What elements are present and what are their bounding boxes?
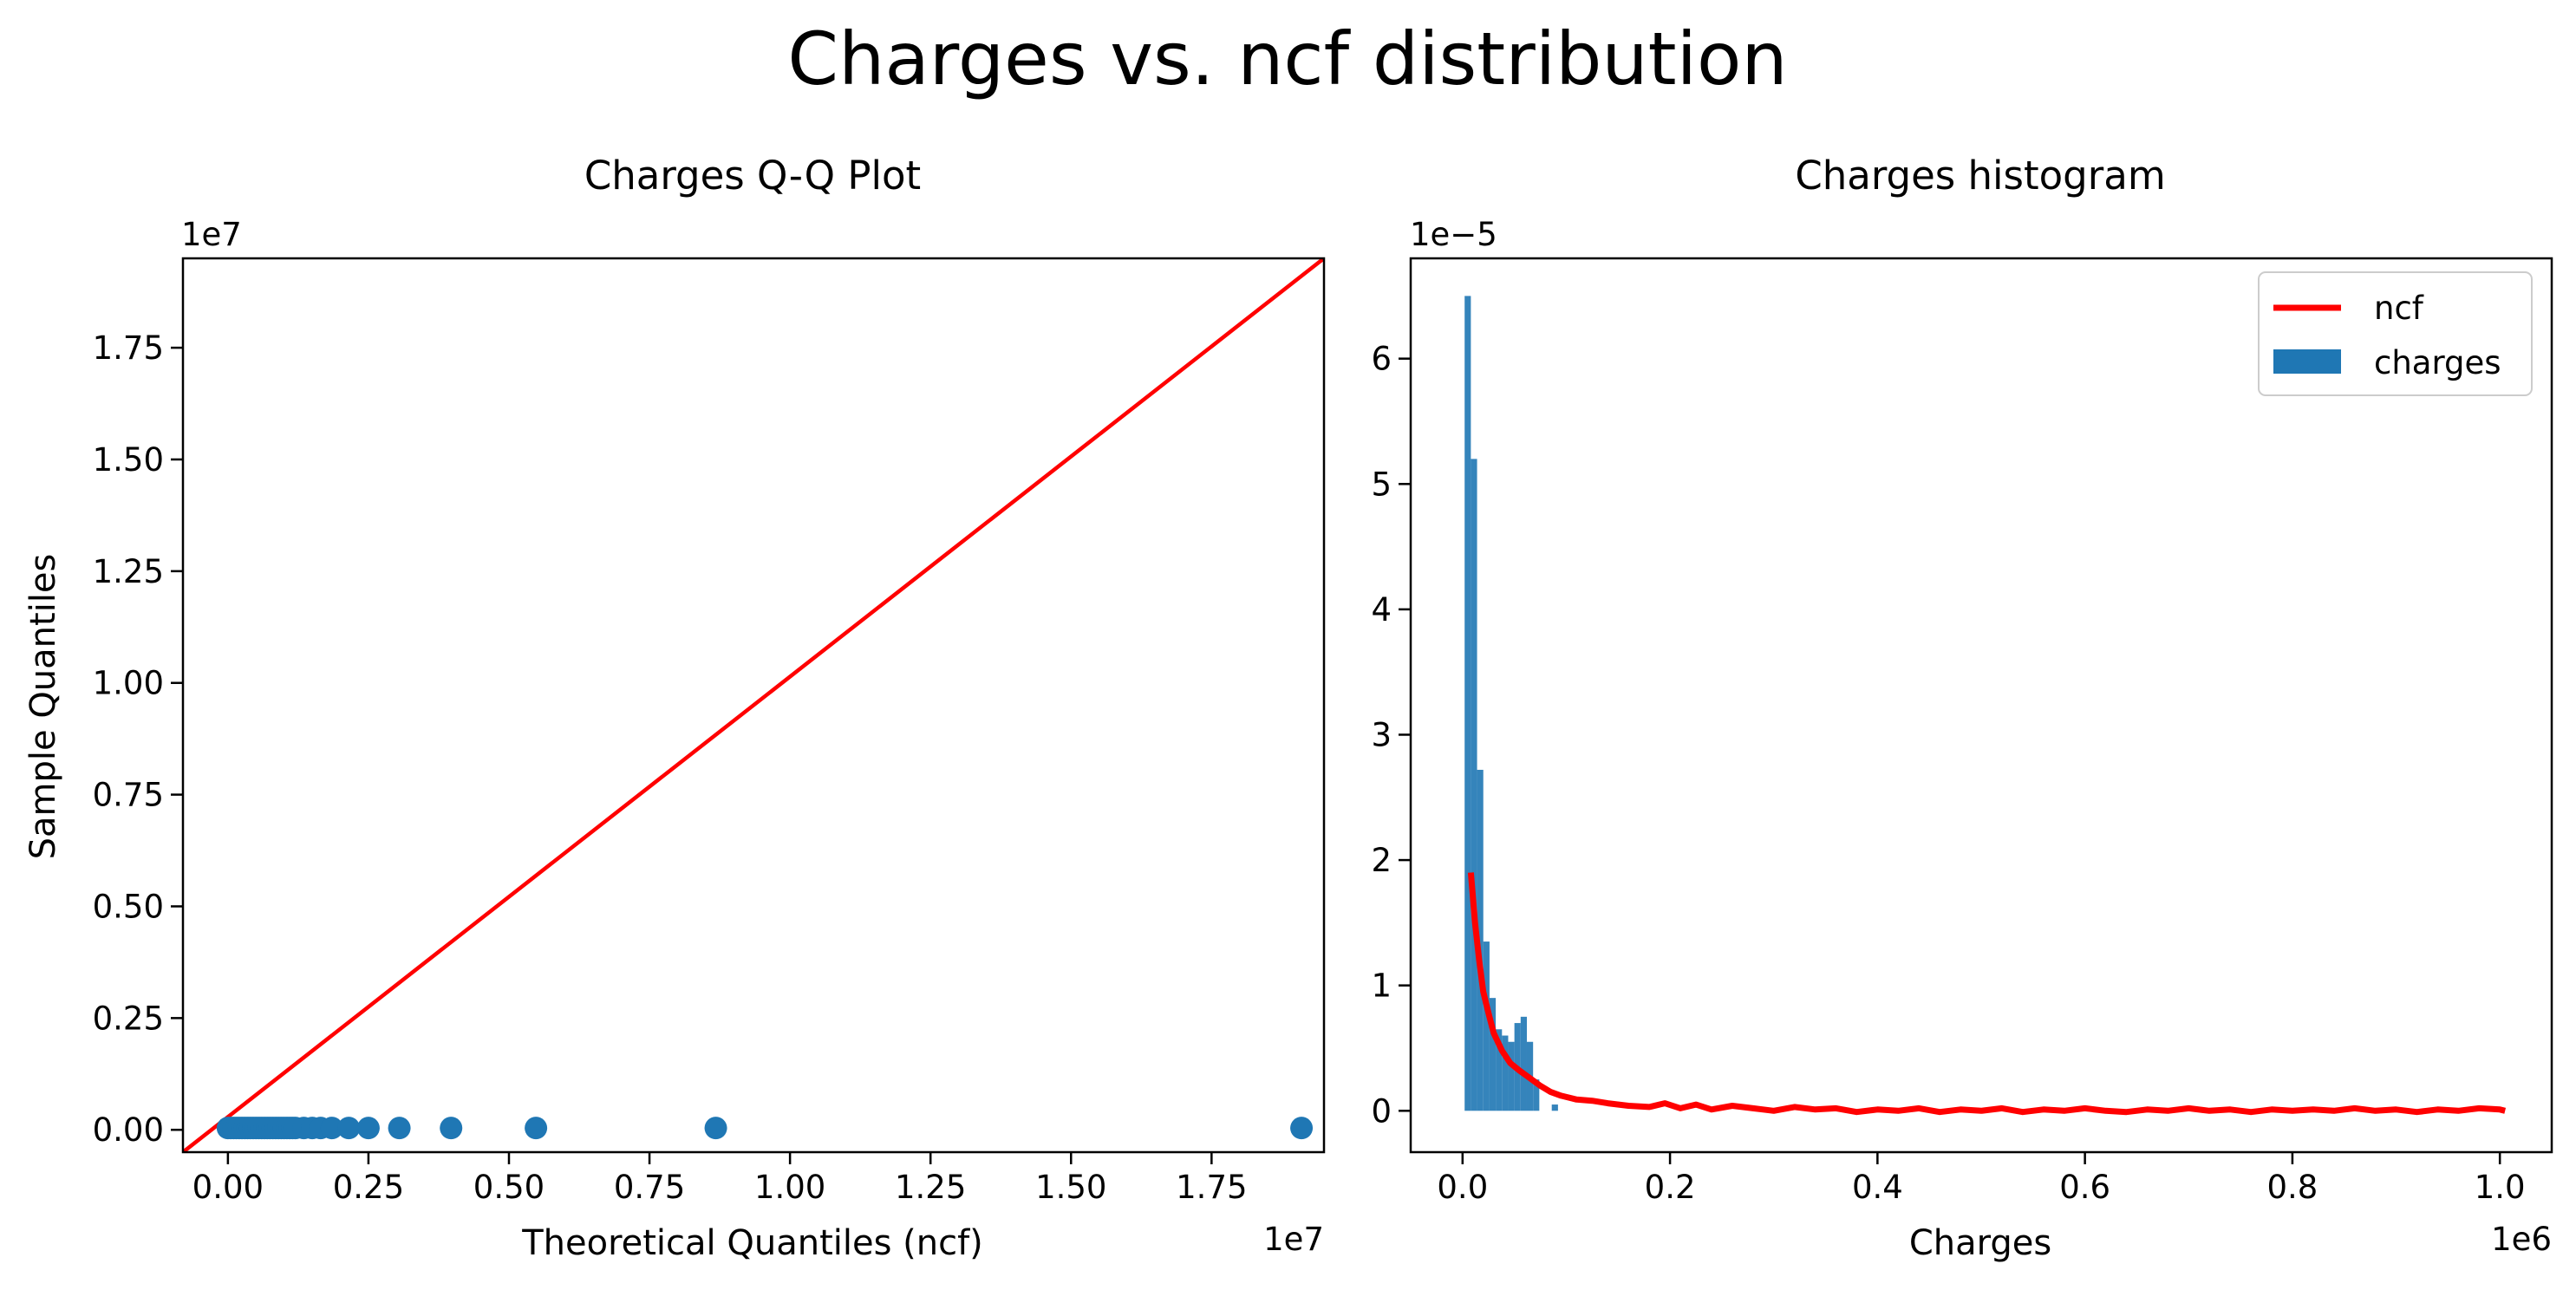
qq-y-tick-label: 0.25 <box>93 1000 164 1037</box>
qq-point <box>704 1117 727 1140</box>
histogram-bar <box>1508 1041 1515 1111</box>
hist-y-tick-label: 1 <box>1371 968 1392 1005</box>
hist-x-tick-label: 0.4 <box>1852 1169 1903 1206</box>
qq-point <box>525 1117 548 1140</box>
histogram-plot-area: 0.0 0.2 0.4 0.6 0.8 1.0 0 1 2 3 4 5 6 <box>1371 296 2526 1206</box>
qq-y-tick-label: 1.50 <box>93 441 164 479</box>
qq-x-offset-text: 1e7 <box>1263 1221 1324 1258</box>
legend-charges-label: charges <box>2374 344 2501 381</box>
qq-y-axis-label: Sample Quantiles <box>23 554 63 860</box>
histogram-title: Charges histogram <box>1795 153 2165 199</box>
qq-y-tick-label: 0.00 <box>93 1111 164 1149</box>
qq-x-tick-label: 0.50 <box>473 1169 545 1206</box>
qq-x-axis-label: Theoretical Quantiles (ncf) <box>521 1223 983 1263</box>
qq-x-tick-label: 0.25 <box>333 1169 404 1206</box>
histogram-bar <box>1502 1035 1509 1111</box>
qq-plot-panel: Charges Q-Q Plot 1e7 1e7 Theoretical Qua… <box>23 153 1326 1263</box>
legend: ncf charges <box>2258 271 2533 396</box>
qq-x-tick-label: 1.75 <box>1176 1169 1247 1206</box>
histogram-bar <box>1464 296 1471 1111</box>
hist-x-tick-label: 0.8 <box>2266 1169 2318 1206</box>
qq-y-offset-text: 1e7 <box>181 216 242 253</box>
histogram-bar <box>1533 1079 1540 1111</box>
qq-y-tick-label: 1.25 <box>93 553 164 590</box>
histogram-bar <box>1477 769 1484 1111</box>
hist-x-tick-label: 1.0 <box>2475 1169 2526 1206</box>
hist-axes-frame <box>1409 257 2553 1154</box>
qq-x-tick-label: 0.00 <box>192 1169 264 1206</box>
hist-y-tick-label: 3 <box>1371 716 1392 753</box>
hist-y-tick-label: 2 <box>1371 842 1392 879</box>
qq-plot-area: 0.00 0.25 0.50 0.75 1.00 1.25 1.50 1.75 0.00 0.25… <box>93 258 1324 1206</box>
hist-y-offset-text: 1e−5 <box>1410 216 1497 253</box>
hist-y-tick-label: 4 <box>1371 591 1392 629</box>
hist-clipped-marks <box>1464 296 2507 1116</box>
hist-x-tick-label: 0.2 <box>1645 1169 1696 1206</box>
qq-point <box>440 1117 463 1140</box>
qq-x-tick-label: 1.50 <box>1035 1169 1106 1206</box>
qq-y-tick-label: 0.75 <box>93 777 164 814</box>
qq-y-tick-label: 1.00 <box>93 665 164 702</box>
hist-y-tick-label: 6 <box>1371 341 1392 378</box>
histogram-bar <box>1520 1016 1527 1111</box>
qq-point <box>1290 1117 1314 1140</box>
legend-ncf-label: ncf <box>2374 290 2424 327</box>
hist-x-tick-label: 0.6 <box>2059 1169 2110 1206</box>
qq-x-tick-label: 1.00 <box>754 1169 825 1206</box>
hist-y-tick-label: 5 <box>1371 466 1392 503</box>
ncf-pdf-line <box>1467 872 2507 1116</box>
qq-y-tick-label: 1.75 <box>93 329 164 367</box>
histogram-panel: Charges histogram 1e−5 1e6 Charges 0.0 0.… <box>1371 153 2553 1263</box>
qq-clipped-marks <box>183 258 1324 1152</box>
qq-point <box>356 1117 380 1140</box>
qq-x-tick-label: 0.75 <box>614 1169 685 1206</box>
hist-x-offset-text: 1e6 <box>2491 1221 2552 1258</box>
qq-x-tick-label: 1.25 <box>895 1169 966 1206</box>
histogram-bar <box>1489 998 1497 1111</box>
histogram-bar <box>1483 941 1490 1111</box>
hist-y-tick-label: 0 <box>1371 1092 1392 1130</box>
qq-y-tick-label: 0.50 <box>93 888 164 925</box>
qq-reference-line <box>183 258 1324 1152</box>
histogram-bar <box>1496 1029 1503 1111</box>
histogram-bar <box>1551 1104 1558 1111</box>
legend-charges-swatch <box>2273 349 2341 374</box>
qq-plot-title: Charges Q-Q Plot <box>584 153 921 199</box>
qq-point <box>388 1117 411 1140</box>
qq-point <box>320 1117 343 1140</box>
histogram-bar <box>1471 459 1477 1111</box>
figure-title: Charges vs. ncf distribution <box>787 16 1787 101</box>
qq-axes-frame <box>181 257 1326 1154</box>
hist-x-tick-label: 0.0 <box>1437 1169 1488 1206</box>
qq-point <box>337 1117 361 1140</box>
hist-x-axis-label: Charges <box>1909 1223 2051 1263</box>
